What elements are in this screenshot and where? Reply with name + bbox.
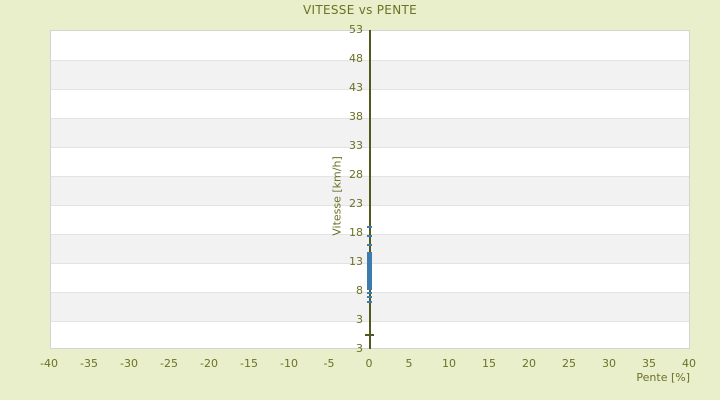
x-tick-label: 40	[682, 357, 696, 370]
y-tick-label: 53	[349, 23, 363, 36]
x-tick-label: 10	[442, 357, 456, 370]
x-tick-label: 30	[602, 357, 616, 370]
y-tick-label: 3	[356, 313, 363, 326]
x-tick-label: 20	[522, 357, 536, 370]
y-tick-label: 13	[349, 255, 363, 268]
data-point	[367, 301, 372, 304]
x-tick-label: -35	[80, 357, 98, 370]
x-tick-label: 0	[365, 357, 373, 370]
y-tick-label: 3	[356, 342, 363, 355]
y-tick-label: 28	[349, 168, 363, 181]
x-tick-label: -30	[120, 357, 138, 370]
x-tick-label: -10	[280, 357, 298, 370]
x-tick-label: 25	[562, 357, 576, 370]
y-tick-label: 43	[349, 81, 363, 94]
y-tick-label: 23	[349, 197, 363, 210]
x-tick-label: 15	[482, 357, 496, 370]
x-tick-label: -15	[240, 357, 258, 370]
data-point	[367, 295, 372, 298]
y-axis-minor-tick	[365, 334, 374, 336]
y-tick-label: 18	[349, 226, 363, 239]
y-axis-title: Vitesse [km/h]	[330, 156, 344, 236]
x-tick-label: -20	[200, 357, 218, 370]
y-tick-label: 33	[349, 139, 363, 152]
y-tick-label: 38	[349, 110, 363, 123]
y-tick-label: 48	[349, 52, 363, 65]
data-point	[367, 291, 372, 294]
data-point	[367, 226, 372, 229]
x-axis-title: Pente [%]	[636, 371, 690, 384]
x-tick-label: -5	[323, 357, 335, 370]
x-tick-label: 35	[642, 357, 656, 370]
y-tick-label: 8	[356, 284, 363, 297]
y-axis-line	[369, 30, 371, 349]
x-tick-label: -25	[160, 357, 178, 370]
data-point	[367, 243, 372, 246]
x-tick-label: 5	[405, 357, 413, 370]
data-point	[367, 288, 372, 291]
chart-title: VITESSE vs PENTE	[303, 3, 417, 17]
x-tick-label: -40	[40, 357, 58, 370]
data-point	[367, 234, 372, 237]
